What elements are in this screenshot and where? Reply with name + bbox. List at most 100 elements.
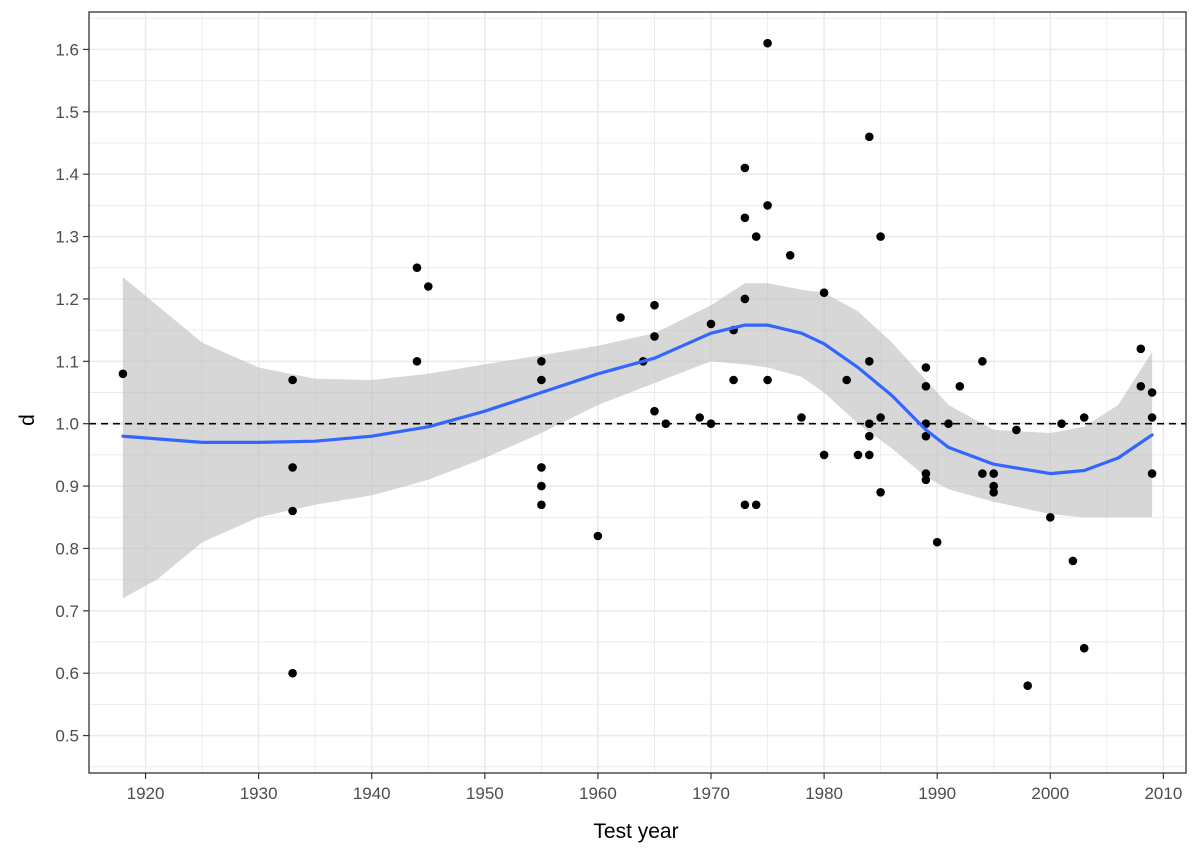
- y-tick-label: 0.6: [55, 664, 79, 683]
- data-point: [288, 375, 297, 385]
- data-point: [921, 431, 931, 441]
- x-axis: 1920 1930 1940 1950 1960 1970 1980 1990 2000 2010: [127, 773, 1182, 803]
- data-point: [819, 450, 829, 460]
- data-point: [695, 413, 704, 422]
- data-point: [932, 537, 942, 547]
- data-point: [661, 419, 671, 429]
- data-point: [1136, 382, 1146, 391]
- data-point: [989, 488, 998, 497]
- data-point: [751, 500, 761, 510]
- x-axis-title: Test year: [593, 820, 678, 843]
- data-point: [842, 375, 851, 385]
- data-point: [1068, 556, 1078, 566]
- data-point: [785, 251, 795, 260]
- data-point: [740, 294, 750, 304]
- x-tick-label: 2010: [1144, 784, 1182, 803]
- data-point: [944, 419, 953, 429]
- data-point: [424, 282, 433, 291]
- data-point: [1136, 344, 1146, 354]
- y-axis-title: d: [16, 414, 39, 426]
- data-point: [763, 38, 772, 48]
- y-tick-label: 1.0: [55, 415, 79, 434]
- data-point: [729, 375, 738, 385]
- data-point: [763, 375, 772, 385]
- data-point: [593, 531, 603, 541]
- minor-gridlines: [88, 12, 1186, 773]
- y-tick-label: 1.4: [55, 165, 79, 184]
- data-point: [978, 469, 987, 478]
- x-tick-label: 1930: [240, 784, 278, 803]
- data-point: [865, 132, 874, 142]
- data-point: [537, 375, 546, 385]
- data-point: [118, 369, 128, 379]
- x-tick-label: 1960: [579, 784, 617, 803]
- data-point: [706, 319, 716, 329]
- data-point: [819, 288, 829, 298]
- data-point: [853, 450, 863, 460]
- data-point: [921, 475, 931, 485]
- y-tick-label: 1.1: [55, 352, 79, 371]
- data-point: [412, 357, 422, 366]
- y-tick-label: 0.9: [55, 477, 79, 496]
- data-point: [978, 357, 987, 366]
- data-point: [865, 357, 874, 366]
- data-point: [865, 431, 874, 441]
- data-point: [1147, 388, 1157, 397]
- data-point: [740, 163, 750, 173]
- x-tick-label: 1950: [466, 784, 504, 803]
- y-tick-label: 1.6: [55, 40, 79, 59]
- data-point: [706, 419, 716, 429]
- data-point: [288, 668, 297, 678]
- data-point: [537, 357, 546, 366]
- panel-border: [88, 11, 1187, 774]
- smooth-line-layer: [121, 323, 1154, 476]
- data-point: [1057, 419, 1066, 429]
- data-point: [650, 300, 659, 310]
- x-tick-label: 1970: [692, 784, 730, 803]
- confidence-band: [122, 277, 1153, 599]
- data-point: [1012, 425, 1021, 435]
- data-point: [955, 382, 965, 391]
- x-tick-label: 1990: [918, 784, 956, 803]
- data-point: [537, 481, 546, 491]
- x-tick-label: 1980: [805, 784, 843, 803]
- data-point: [1023, 681, 1032, 690]
- data-point: [921, 469, 931, 478]
- data-point: [865, 450, 874, 460]
- data-point: [288, 463, 297, 472]
- data-point: [1147, 469, 1157, 478]
- data-point: [797, 413, 806, 422]
- y-tick-label: 0.7: [55, 602, 79, 621]
- data-point: [740, 500, 750, 510]
- smooth-line: [121, 323, 1154, 476]
- data-point: [288, 506, 297, 516]
- data-point: [989, 469, 998, 478]
- data-points: [118, 38, 1157, 690]
- y-axis: 0.5 0.6 0.7 0.8 0.9 1.0 1.1 1.2 1.3 1.4 1.5 1.6: [55, 40, 89, 746]
- data-point: [537, 500, 546, 510]
- data-point: [865, 419, 874, 429]
- data-point: [751, 232, 761, 241]
- data-point: [740, 213, 750, 223]
- y-tick-label: 0.8: [55, 539, 79, 558]
- data-point: [763, 201, 772, 210]
- x-tick-label: 1920: [127, 784, 165, 803]
- data-point: [537, 463, 546, 472]
- data-point: [876, 488, 885, 497]
- data-point: [876, 232, 885, 241]
- data-point: [650, 406, 659, 416]
- data-point: [1079, 413, 1089, 422]
- y-tick-label: 1.2: [55, 290, 79, 309]
- x-tick-label: 2000: [1031, 784, 1069, 803]
- data-point: [921, 363, 931, 372]
- y-tick-label: 1.5: [55, 103, 79, 122]
- confidence-band-layer: [122, 277, 1153, 599]
- data-point: [616, 313, 625, 322]
- data-point: [650, 332, 659, 341]
- data-point: [876, 413, 885, 422]
- data-point: [921, 382, 931, 391]
- data-point: [1147, 413, 1157, 422]
- data-point: [412, 263, 422, 273]
